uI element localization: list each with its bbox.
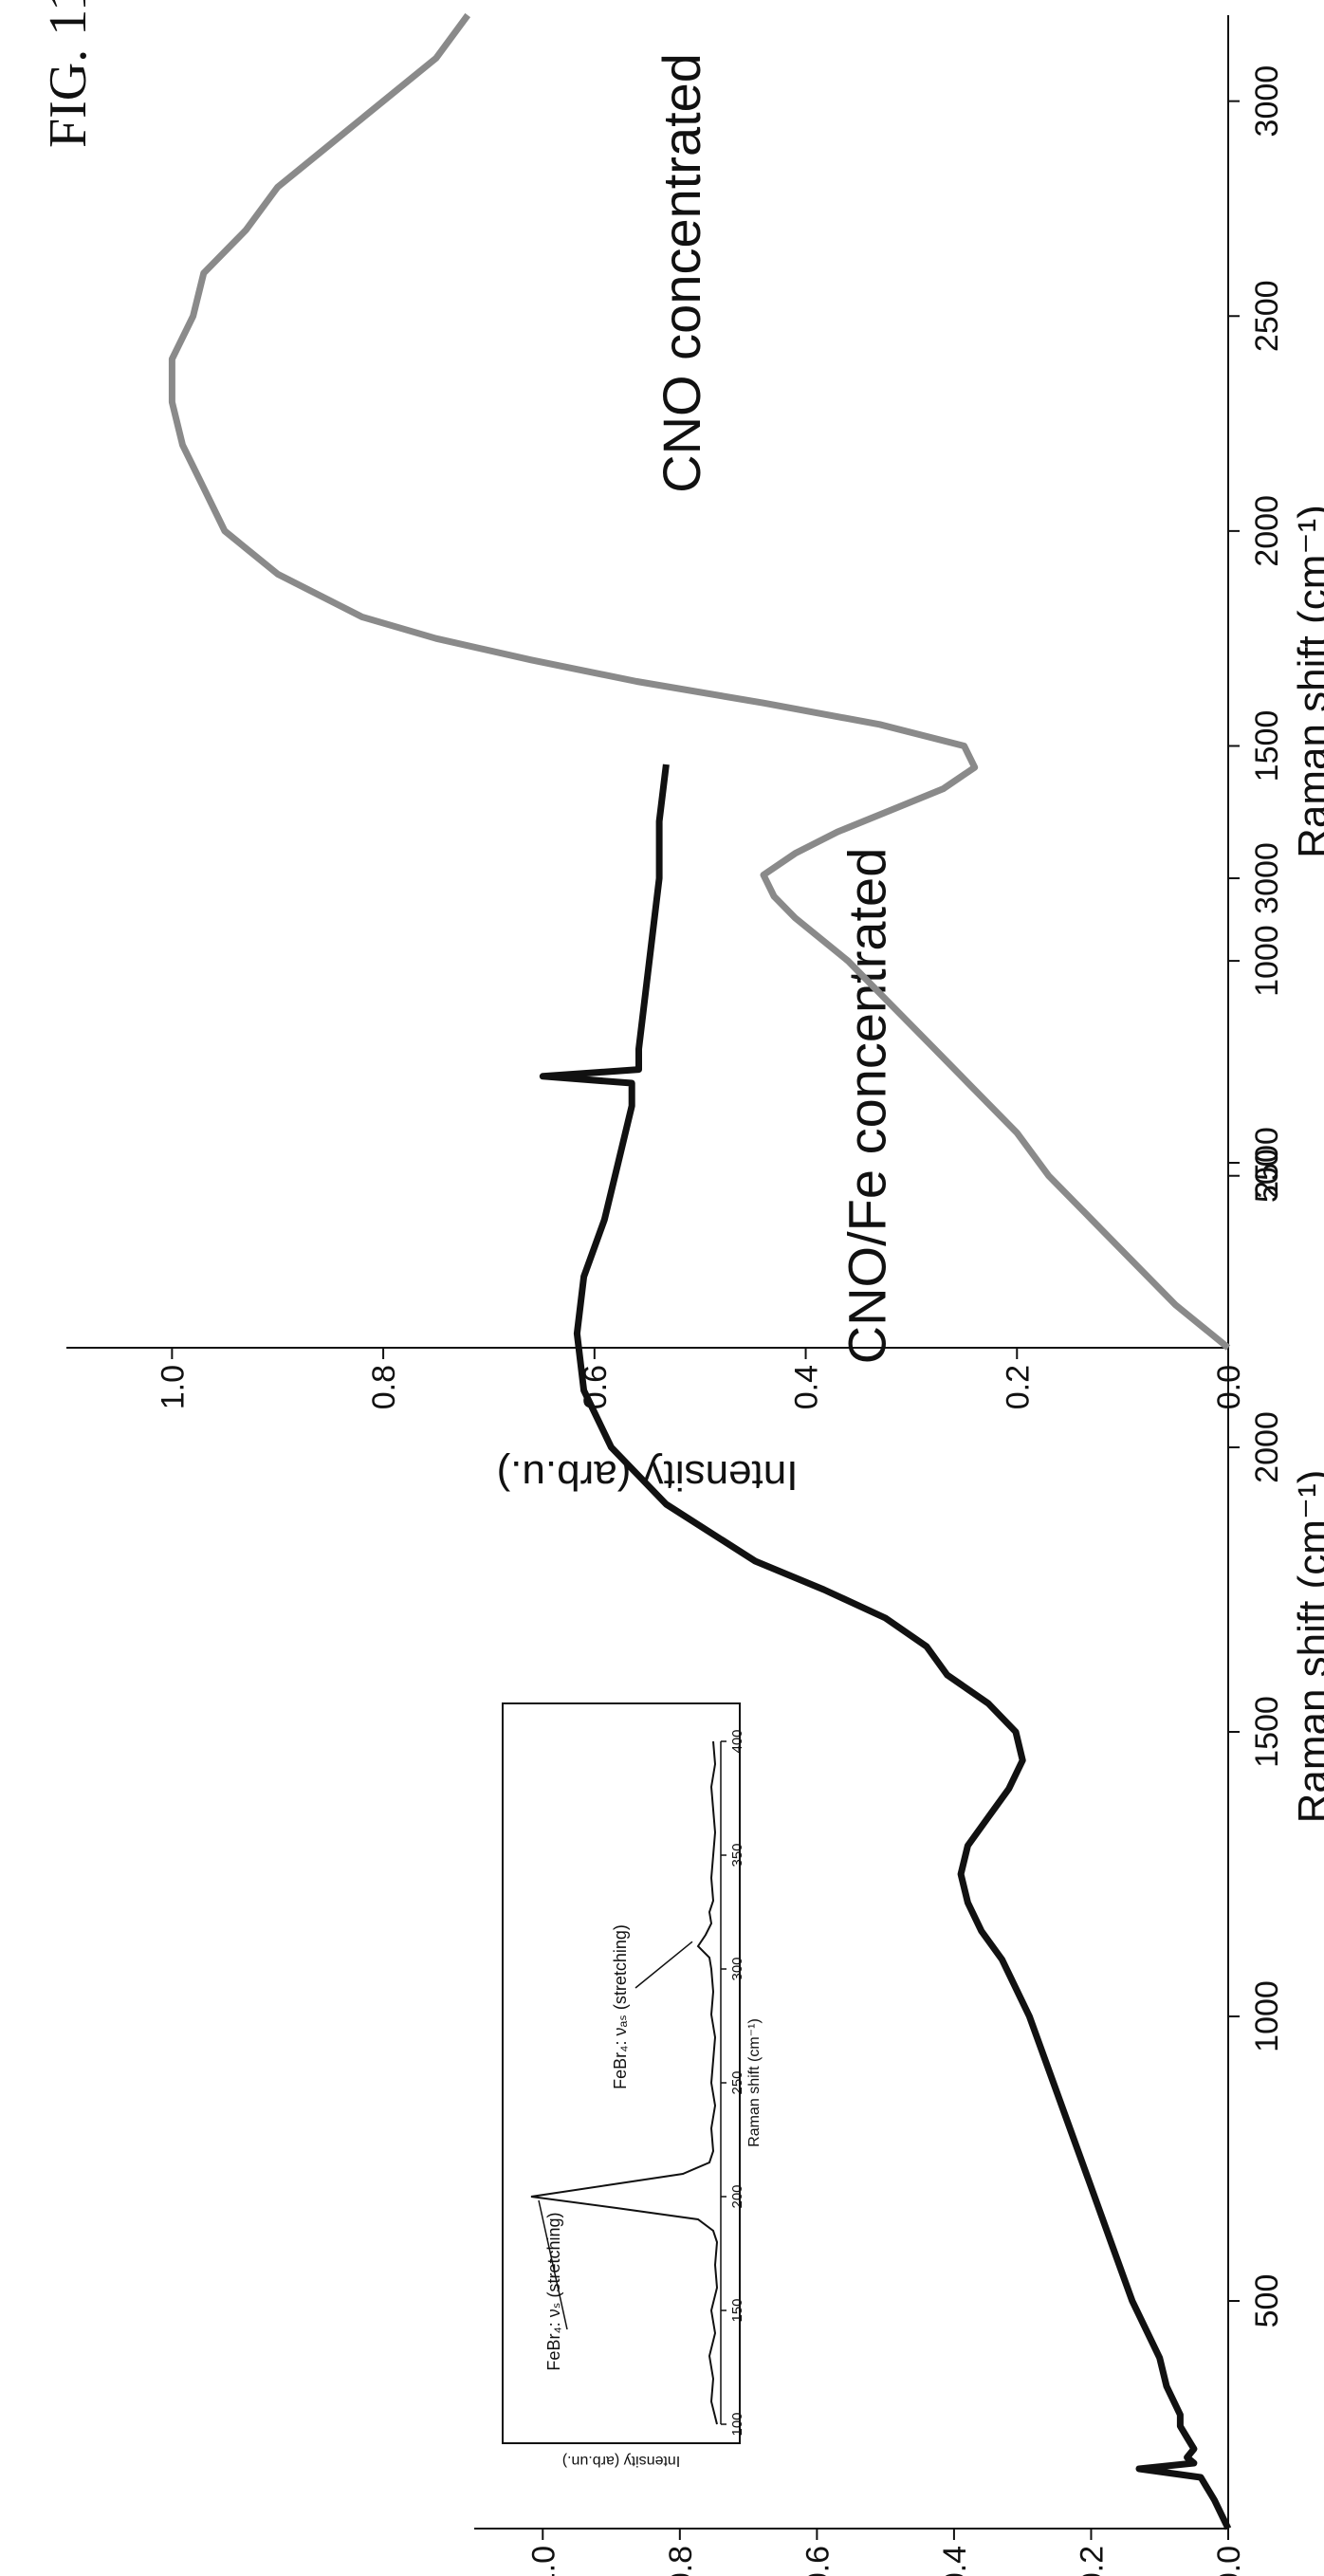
inset-annotation-vas: FeBr₄: νₐₛ (stretching) [611,1924,630,2089]
y-tick-label: 0.2 [1074,2546,1110,2576]
chart-panel-2: 500 1000 1500 2000 2500 3000 0.0 0.2 0.4 0.6 0.8 1.… [66,12,1324,1499]
y-tick-label: 0.6 [800,2546,836,2576]
panel-annotation: CNO concentrated [652,53,711,493]
y-tick-label: 0.4 [937,2546,973,2576]
x-tick-label: 1500 [1249,710,1285,782]
inset-arrow-vas [634,1941,693,1989]
y-tick-label: 0.4 [789,1365,825,1409]
y-axis-title: Intensity (arb.u.) [497,1452,799,1499]
inset-series-line [530,1740,719,2425]
series-line-1 [168,12,1231,1351]
inset-x-tick-label: 350 [729,1843,745,1867]
x-tick-label: 2000 [1249,1411,1285,1483]
x-tick-label: 1000 [1249,925,1285,997]
inset-x-tick-label: 200 [729,2184,745,2208]
inset-x-tick-label: 300 [729,1957,745,1980]
y-tick-label: 0.8 [663,2546,699,2576]
chart-panel-1: 500 1000 1500 2000 2500 3000 0.0 0.2 0.4 0.6 0.8 1.… [474,764,1324,2576]
inset-arrow-vs [538,2199,568,2330]
x-tick-label: 500 [1249,2274,1285,2328]
x-tick-label: 2500 [1249,1127,1285,1199]
inset-x-tick-label: 100 [729,2412,745,2436]
inset-x-tick-label: 400 [729,1729,745,1753]
inset-x-axis-title: Raman shift (cm⁻¹) [746,2018,763,2147]
y-tick-label: 1.0 [525,2546,561,2576]
series-line-1 [539,764,1232,2530]
x-tick-label: 1000 [1249,1980,1285,2052]
y-tick-label: 0.8 [366,1365,402,1409]
x-tick-label: 2000 [1249,495,1285,567]
inset-chart: 100 150 200 250 300 350 400 Raman shift (cm⁻¹) I… [502,1702,763,2469]
inset-y-axis-title: Intensity (arb.un.) [562,2453,681,2469]
y-tick-label: 1.0 [155,1365,191,1409]
inset-annotation-vs: FeBr₄: νₛ (stretching) [544,2212,563,2370]
inset-frame [502,1702,741,2444]
panel-annotation: CNO/Fe concentrated [837,848,897,1365]
y-tick-label: 0.6 [578,1365,614,1409]
y-tick-label: 0.0 [1211,1365,1247,1409]
x-tick-label: 500 [1249,1149,1285,1203]
x-axis-title: Raman shift (cm⁻¹) [1290,1470,1324,1824]
x-tick-label: 3000 [1249,842,1285,914]
inset-x-tick-label: 250 [729,2070,745,2094]
x-tick-label: 3000 [1249,65,1285,138]
y-tick-label: 0.0 [1211,2546,1247,2576]
inset-x-tick-label: 150 [729,2298,745,2322]
x-axis-title: Raman shift (cm⁻¹) [1290,505,1324,858]
y-tick-label: 0.2 [1000,1365,1036,1409]
x-tick-label: 1500 [1249,1696,1285,1768]
x-tick-label: 2500 [1249,280,1285,352]
